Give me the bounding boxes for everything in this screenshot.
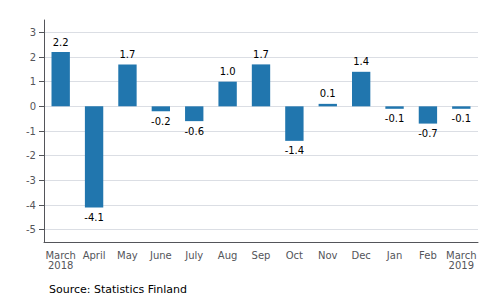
- svg-text:1.7: 1.7: [253, 49, 269, 60]
- svg-text:-0.7: -0.7: [418, 128, 438, 139]
- svg-text:3: 3: [30, 27, 36, 38]
- svg-text:-0.1: -0.1: [385, 113, 405, 124]
- svg-text:2019: 2019: [449, 260, 474, 271]
- svg-text:-0.6: -0.6: [184, 126, 204, 137]
- svg-text:-0.2: -0.2: [151, 116, 171, 127]
- svg-text:1.4: 1.4: [353, 56, 369, 67]
- svg-text:2018: 2018: [48, 260, 73, 271]
- svg-text:March: March: [446, 249, 477, 261]
- svg-text:March: March: [45, 249, 76, 261]
- svg-text:2: 2: [30, 52, 36, 63]
- svg-text:Feb: Feb: [419, 250, 437, 261]
- svg-text:1.7: 1.7: [120, 49, 136, 60]
- svg-text:-4.1: -4.1: [84, 212, 104, 223]
- svg-text:May: May: [117, 250, 138, 261]
- svg-text:-1: -1: [26, 126, 36, 137]
- svg-text:July: July: [184, 250, 203, 261]
- svg-text:Nov: Nov: [318, 250, 338, 261]
- svg-text:Aug: Aug: [218, 250, 238, 261]
- svg-text:Dec: Dec: [351, 250, 370, 261]
- svg-text:June: June: [149, 250, 172, 261]
- svg-text:April: April: [83, 250, 106, 261]
- svg-text:-1.4: -1.4: [285, 145, 305, 156]
- svg-text:0: 0: [30, 101, 36, 112]
- svg-text:-5: -5: [26, 224, 36, 235]
- svg-text:Source: Statistics Finland: Source: Statistics Finland: [49, 283, 187, 296]
- svg-text:-4: -4: [26, 200, 36, 211]
- svg-text:-0.1: -0.1: [452, 113, 472, 124]
- svg-text:-2: -2: [26, 150, 36, 161]
- svg-text:0.1: 0.1: [320, 88, 336, 99]
- svg-text:Jan: Jan: [386, 250, 402, 261]
- svg-text:-3: -3: [26, 175, 36, 186]
- svg-text:Sep: Sep: [252, 250, 271, 261]
- svg-text:2.2: 2.2: [53, 37, 69, 48]
- svg-text:1.0: 1.0: [220, 66, 236, 77]
- svg-text:1: 1: [30, 76, 36, 87]
- svg-text:Oct: Oct: [286, 250, 303, 261]
